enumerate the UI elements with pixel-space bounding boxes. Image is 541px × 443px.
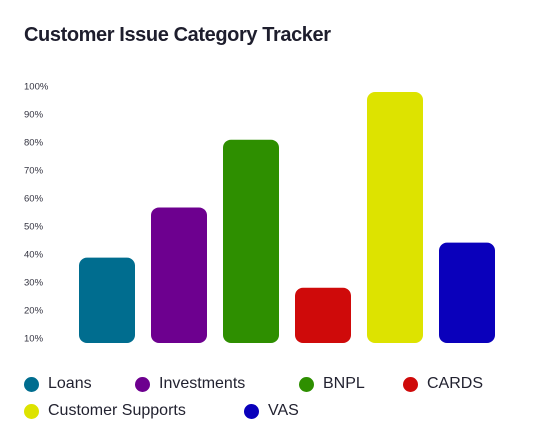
legend-swatch [24,376,39,392]
legend-label: Customer Supports [48,402,186,419]
y-tick-label: 80% [24,138,44,149]
bar-investments[interactable] [151,207,207,343]
y-tick-label: 70% [24,166,44,177]
legend-label: Loans [48,375,92,392]
legend-swatch [299,376,314,392]
y-tick-label: 90% [24,110,44,121]
legend-item-bnpl[interactable]: BNPL [299,372,365,396]
legend-label: VAS [268,402,299,419]
bar-customer-supports[interactable] [367,92,423,343]
legend-swatch [403,376,418,392]
bar-bnpl[interactable] [223,139,279,343]
y-tick-label: 30% [24,278,44,289]
chart-title: Customer Issue Category Tracker [24,24,331,46]
y-tick-label: 40% [24,250,44,261]
legend-label: BNPL [323,375,365,392]
bar-loans[interactable] [79,257,135,343]
y-tick-label: 20% [24,306,44,317]
legend-item-vas[interactable]: VAS [244,399,299,423]
legend-swatch [244,403,259,419]
bar-series [79,92,495,343]
bar-cards[interactable] [295,287,351,343]
legend-swatch [24,403,39,419]
y-tick-label: 50% [24,222,44,233]
legend-item-customer-supports[interactable]: Customer Supports [24,399,186,423]
bar-vas[interactable] [439,242,495,343]
legend-label: CARDS [427,375,484,392]
legend-item-cards[interactable]: CARDS [403,372,483,396]
legend-swatch [135,376,150,392]
bar-chart: 10% 20% 30% 40% 50% 60% 70% 80% 90% 100% [24,82,495,345]
y-tick-label: 60% [24,194,44,205]
y-tick-label: 100% [24,82,49,93]
legend-item-loans[interactable]: Loans [24,372,92,396]
legend-label: Investments [159,375,246,392]
legend-item-investments[interactable]: Investments [135,372,245,396]
y-axis: 10% 20% 30% 40% 50% 60% 70% 80% 90% 100% [24,82,49,345]
y-tick-label: 10% [24,334,44,345]
